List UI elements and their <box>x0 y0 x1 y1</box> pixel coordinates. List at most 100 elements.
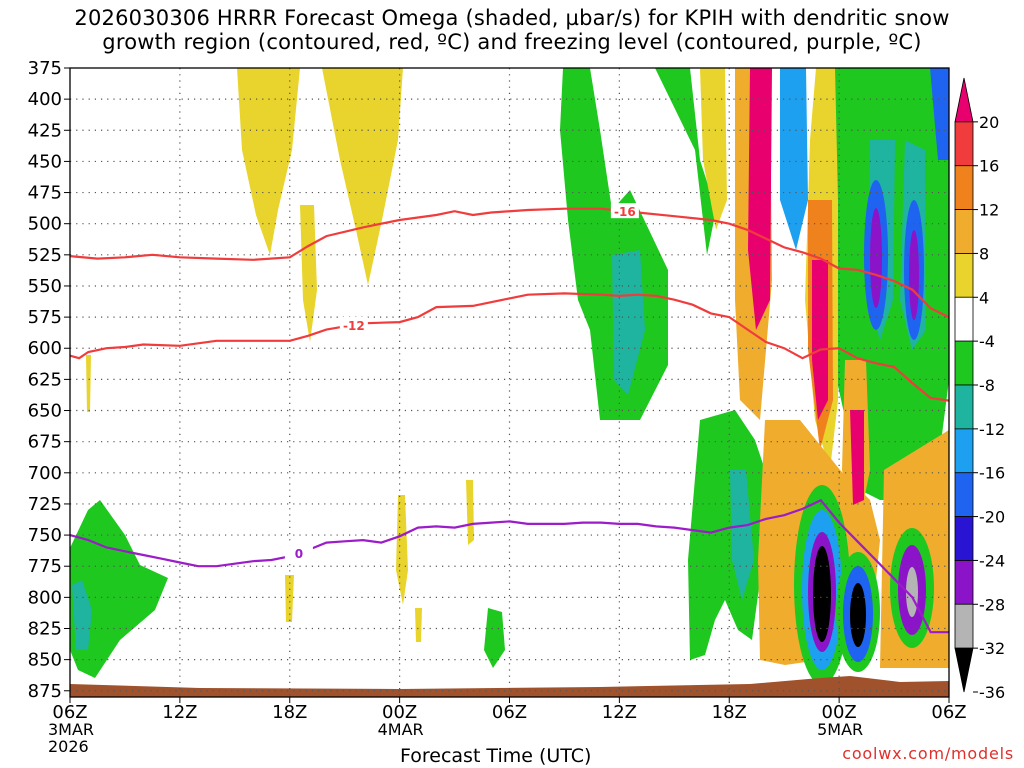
colorbar-label: 12 <box>979 201 999 220</box>
omega-patch <box>466 480 474 545</box>
x-date-label: 2026 <box>48 737 89 756</box>
colorbar-bin <box>954 516 974 561</box>
colorbar-label: -36 <box>979 683 1005 702</box>
colorbar-bin <box>954 560 974 605</box>
omega-core <box>850 583 866 647</box>
x-tick-label: 00Z <box>382 702 417 723</box>
colorbar-bin <box>954 165 974 210</box>
y-tick-label: 550 <box>28 276 62 297</box>
y-tick-label: 450 <box>28 151 62 172</box>
colorbar-label: -20 <box>979 508 1005 527</box>
y-tick-label: 700 <box>28 463 62 484</box>
y-tick-label: 400 <box>28 89 62 110</box>
colorbar-label: -4 <box>979 332 995 351</box>
y-tick-label: 800 <box>28 587 62 608</box>
y-axis: 375 400 425 450 475 500 525 550 575 600 625 650 675 7… <box>28 58 70 702</box>
colorbar-label: -12 <box>979 420 1005 439</box>
colorbar: 20 16 12 8 4 -4 -8 -12 -16 -20 -24 -28 -32 -36 <box>954 77 1005 702</box>
colorbar-bin <box>954 209 974 254</box>
colorbar-bin <box>954 384 974 430</box>
x-tick-label: 06Z <box>931 702 966 723</box>
grid-lines <box>70 68 949 697</box>
colorbar-bin <box>954 603 974 649</box>
dgz-minus-12-label-bg <box>339 316 368 332</box>
colorbar-label: 8 <box>979 244 989 263</box>
y-tick-label: 425 <box>28 120 62 141</box>
colorbar-label: 4 <box>979 288 989 307</box>
omega-patch <box>850 410 864 505</box>
dgz-minus-12-line <box>69 292 950 402</box>
y-tick-label: 675 <box>28 432 62 453</box>
dgz-minus-16-label: -16 <box>614 205 636 219</box>
colorbar-label: -28 <box>979 595 1005 614</box>
x-tick-label: 06Z <box>492 702 527 723</box>
y-tick-label: 850 <box>28 650 62 671</box>
colorbar-label: -24 <box>979 551 1005 570</box>
colorbar-bin <box>954 340 974 386</box>
x-tick-label: 00Z <box>822 702 857 723</box>
credit-text: coolwx.com/models <box>842 744 1014 763</box>
x-tick-label: 18Z <box>272 702 307 723</box>
omega-patch <box>812 260 828 420</box>
omega-core <box>909 230 919 320</box>
colorbar-bin <box>954 77 974 123</box>
omega-patch <box>285 575 294 622</box>
contour-lines: -16 -12 0 <box>69 203 950 634</box>
colorbar-bin <box>954 121 974 167</box>
colorbar-label: 20 <box>979 113 999 132</box>
colorbar-bin <box>954 472 974 517</box>
colorbar-bin <box>954 253 974 298</box>
x-date-label: 5MAR <box>817 720 863 739</box>
y-tick-label: 625 <box>28 369 62 390</box>
y-tick-label: 875 <box>28 681 62 702</box>
x-axis-label: Forecast Time (UTC) <box>400 745 592 767</box>
omega-patch <box>86 355 91 412</box>
x-tick-label: 06Z <box>52 702 87 723</box>
x-tick-label: 12Z <box>162 702 197 723</box>
colorbar-label: 16 <box>979 157 999 176</box>
colorbar-bin <box>954 428 974 474</box>
omega-patch <box>748 68 772 330</box>
omega-core <box>813 546 831 642</box>
y-tick-label: 825 <box>28 618 62 639</box>
freezing-level-label: 0 <box>295 547 303 561</box>
chart-title-line1: 2026030306 HRRR Forecast Omega (shaded, … <box>74 6 950 30</box>
omega-patch <box>415 608 422 642</box>
y-tick-label: 775 <box>28 556 62 577</box>
freezing-level-line <box>69 498 949 634</box>
y-tick-label: 725 <box>28 494 62 515</box>
colorbar-label: -8 <box>979 376 995 395</box>
colorbar-bin <box>954 296 974 342</box>
y-tick-label: 475 <box>28 183 62 204</box>
omega-shading <box>70 68 949 685</box>
omega-patch <box>655 68 716 255</box>
omega-patch <box>300 205 317 342</box>
x-date-label: 4MAR <box>378 720 424 739</box>
chart-title-line2: growth region (contoured, red, ºC) and f… <box>102 30 922 54</box>
y-tick-label: 500 <box>28 214 62 235</box>
y-tick-label: 600 <box>28 338 62 359</box>
x-date-label: 3MAR <box>48 720 94 739</box>
omega-patch <box>612 250 645 395</box>
dgz-minus-16-label-bg <box>610 203 639 219</box>
colorbar-bin <box>954 647 974 693</box>
x-tick-label: 18Z <box>712 702 747 723</box>
omega-core <box>870 208 882 308</box>
terrain <box>70 676 949 697</box>
y-tick-label: 525 <box>28 245 62 266</box>
omega-patch <box>700 68 727 230</box>
omega-patch <box>484 608 505 668</box>
colorbar-label: -32 <box>979 639 1005 658</box>
y-tick-label: 650 <box>28 401 62 422</box>
dgz-minus-12-label: -12 <box>343 319 365 333</box>
chart-title: 2026030306 HRRR Forecast Omega (shaded, … <box>0 6 1024 54</box>
omega-patch <box>70 500 168 678</box>
colorbar-label: -16 <box>979 464 1005 483</box>
y-tick-label: 375 <box>28 58 62 79</box>
omega-patch <box>322 68 403 285</box>
y-tick-label: 575 <box>28 307 62 328</box>
freezing-level-label-bg <box>284 545 313 561</box>
y-tick-label: 750 <box>28 525 62 546</box>
